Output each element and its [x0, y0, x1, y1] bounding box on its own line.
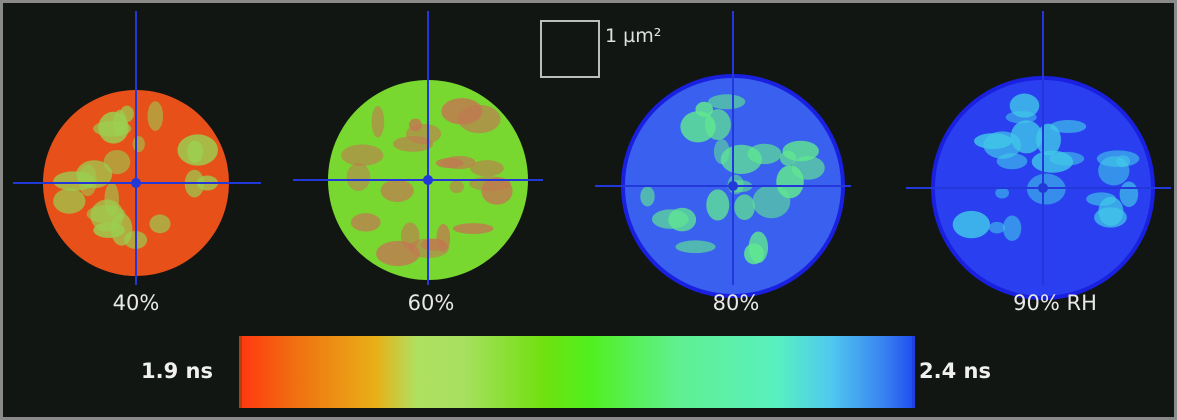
- particle-patch: [952, 210, 991, 239]
- particle-images: [13, 11, 1171, 300]
- particle-patch: [1036, 123, 1061, 156]
- particle-patch: [177, 134, 218, 166]
- particle-patch: [713, 139, 730, 165]
- particle-patch: [776, 165, 804, 199]
- particle-patch: [1002, 215, 1022, 241]
- particle-patch: [103, 150, 131, 175]
- particle-patch: [704, 109, 731, 141]
- crosshair-center: [423, 175, 433, 185]
- particle-patch: [120, 105, 134, 123]
- particle-patch: [147, 101, 164, 131]
- particle-patch: [1119, 181, 1139, 207]
- particle-patch: [442, 155, 476, 170]
- particle-patch: [640, 186, 655, 207]
- particle-patch: [346, 163, 371, 192]
- crosshair-center: [1038, 183, 1048, 193]
- scale-bar-square: [540, 20, 600, 78]
- particle-patch: [1094, 207, 1127, 228]
- particle-patch: [706, 189, 730, 221]
- particle-label-40: 40%: [112, 291, 160, 315]
- particle-patch: [1005, 111, 1037, 124]
- particle-patch: [420, 238, 447, 251]
- particle-patch: [747, 143, 782, 165]
- particle-patch: [1010, 120, 1043, 154]
- scale-bar-label: 1 µm²: [605, 25, 662, 47]
- particle-patch: [371, 105, 385, 138]
- colorbar-min-label: 1.9 ns: [141, 359, 213, 383]
- particle-patch: [468, 176, 512, 192]
- particle-patch: [400, 222, 420, 250]
- particle-patch: [104, 182, 119, 217]
- particle-patch: [668, 207, 697, 232]
- particle-patch: [132, 136, 145, 153]
- particle-patch: [734, 194, 755, 220]
- particle-label-90rh: 90% RH: [1013, 291, 1097, 315]
- particle-patch: [53, 171, 96, 191]
- crosshair-center: [131, 178, 141, 188]
- particle-patch: [449, 180, 464, 194]
- particle-patch: [695, 101, 714, 117]
- particle-patch: [53, 188, 86, 214]
- particle-patch: [708, 94, 746, 110]
- lifetime-colorbar: [239, 336, 915, 408]
- particle-patch: [350, 213, 381, 232]
- particle-patch: [380, 179, 414, 202]
- particle-patch: [988, 221, 1005, 234]
- particle-patch: [406, 123, 442, 144]
- crosshair-center: [728, 181, 738, 191]
- particle-patch: [1098, 156, 1130, 186]
- particle-patch: [452, 223, 494, 235]
- particle-patch: [748, 231, 769, 264]
- particle-label-80: 80%: [712, 291, 760, 315]
- particle-patch: [1049, 151, 1085, 166]
- particle-patch: [675, 240, 716, 254]
- particle-patch: [93, 222, 125, 238]
- particle-patch: [470, 160, 504, 177]
- particle-patch: [1086, 192, 1117, 206]
- particle-label-60: 60%: [407, 291, 455, 315]
- particle-patch: [149, 214, 171, 234]
- particle-patch: [341, 144, 384, 167]
- particle-patch: [1050, 119, 1087, 134]
- colorbar-max-label: 2.4 ns: [919, 359, 991, 383]
- particle-patch: [98, 111, 129, 144]
- particle-patch: [441, 98, 483, 125]
- particle-patch: [995, 187, 1010, 199]
